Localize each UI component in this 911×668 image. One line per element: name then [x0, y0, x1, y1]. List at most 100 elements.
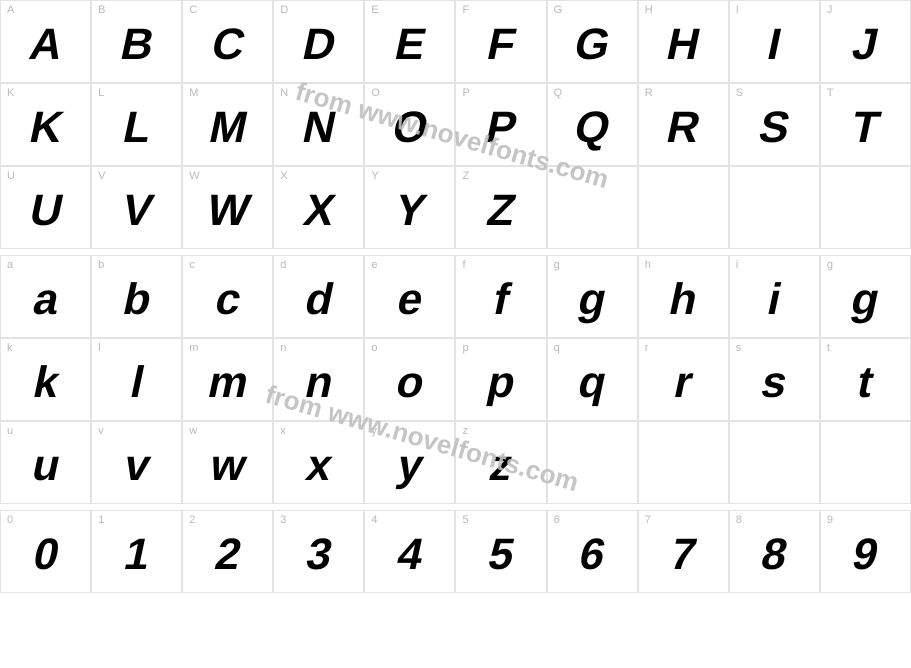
key-label: 9 — [827, 514, 833, 526]
glyph-cell: RR — [638, 83, 729, 166]
glyph: l — [126, 358, 148, 408]
glyph: x — [302, 441, 336, 491]
glyph: p — [483, 358, 520, 408]
empty-cell — [729, 166, 820, 249]
glyph: s — [757, 358, 791, 408]
glyph-cell: hh — [638, 255, 729, 338]
glyph-cell: bb — [91, 255, 182, 338]
key-label: e — [371, 259, 377, 271]
glyph-cell: kk — [0, 338, 91, 421]
glyph: R — [663, 103, 704, 153]
key-label: T — [827, 87, 834, 99]
glyph-cell: 33 — [273, 510, 364, 593]
key-label: v — [98, 425, 104, 437]
glyph-cell: xx — [273, 421, 364, 504]
glyph: u — [27, 441, 64, 491]
glyph-cell: BB — [91, 0, 182, 83]
key-label: n — [280, 342, 286, 354]
glyph-cell: cc — [182, 255, 273, 338]
glyph-cell: gg — [820, 255, 911, 338]
glyph: X — [299, 186, 338, 236]
glyph: v — [120, 441, 154, 491]
glyph-cell: QQ — [547, 83, 638, 166]
key-label: W — [189, 170, 199, 182]
glyph: o — [392, 358, 429, 408]
glyph: m — [203, 358, 252, 408]
glyph: T — [847, 103, 884, 153]
empty-cell — [547, 166, 638, 249]
glyph: a — [28, 275, 62, 325]
key-label: r — [645, 342, 649, 354]
glyph: Q — [570, 103, 614, 153]
key-label: l — [98, 342, 100, 354]
glyph: q — [574, 358, 611, 408]
glyph: 4 — [393, 530, 427, 580]
key-label: Q — [554, 87, 563, 99]
key-label: V — [98, 170, 105, 182]
glyph: O — [388, 103, 432, 153]
key-label: B — [98, 4, 105, 16]
key-label: I — [736, 4, 739, 16]
glyph: w — [206, 441, 250, 491]
key-label: C — [189, 4, 197, 16]
glyph-cell: JJ — [820, 0, 911, 83]
key-label: A — [7, 4, 14, 16]
glyph: z — [485, 441, 517, 491]
key-label: 4 — [371, 514, 377, 526]
key-label: k — [7, 342, 13, 354]
key-label: 0 — [7, 514, 13, 526]
key-label: h — [645, 259, 651, 271]
key-label: 7 — [645, 514, 651, 526]
key-label: J — [827, 4, 833, 16]
key-label: q — [554, 342, 560, 354]
glyph: c — [211, 275, 245, 325]
glyph: 7 — [666, 530, 700, 580]
glyph-cell: 77 — [638, 510, 729, 593]
key-label: t — [827, 342, 830, 354]
glyph-cell: 00 — [0, 510, 91, 593]
glyph: k — [28, 358, 62, 408]
glyph: y — [393, 441, 427, 491]
glyph: W — [202, 186, 253, 236]
glyph-cell: qq — [547, 338, 638, 421]
key-label: H — [645, 4, 653, 16]
glyph-cell: FF — [455, 0, 546, 83]
glyph: g — [574, 275, 611, 325]
key-label: 8 — [736, 514, 742, 526]
glyph-cell: gg — [547, 255, 638, 338]
glyph-cell: KK — [0, 83, 91, 166]
glyph: 2 — [211, 530, 245, 580]
key-label: b — [98, 259, 104, 271]
glyph: n — [301, 358, 338, 408]
glyph: f — [489, 275, 513, 325]
key-label: Y — [371, 170, 378, 182]
empty-cell — [729, 421, 820, 504]
empty-cell — [638, 166, 729, 249]
glyph: K — [25, 103, 66, 153]
key-label: o — [371, 342, 377, 354]
key-label: D — [280, 4, 288, 16]
glyph: V — [117, 186, 156, 236]
key-label: z — [462, 425, 468, 437]
glyph: N — [298, 103, 339, 153]
glyph-cell: AA — [0, 0, 91, 83]
key-label: M — [189, 87, 198, 99]
key-label: x — [280, 425, 286, 437]
key-label: 2 — [189, 514, 195, 526]
glyph-cell: ll — [91, 338, 182, 421]
key-label: U — [7, 170, 15, 182]
glyph-cell: CC — [182, 0, 273, 83]
key-label: N — [280, 87, 288, 99]
key-label: O — [371, 87, 380, 99]
key-label: i — [736, 259, 738, 271]
glyph-cell: aa — [0, 255, 91, 338]
glyph: B — [116, 20, 157, 70]
glyph-cell: ee — [364, 255, 455, 338]
glyph: b — [118, 275, 155, 325]
glyph-cell: LL — [91, 83, 182, 166]
glyph-cell: yy — [364, 421, 455, 504]
glyph: 0 — [28, 530, 62, 580]
key-label: m — [189, 342, 198, 354]
glyph-cell: MM — [182, 83, 273, 166]
glyph: I — [763, 20, 785, 70]
